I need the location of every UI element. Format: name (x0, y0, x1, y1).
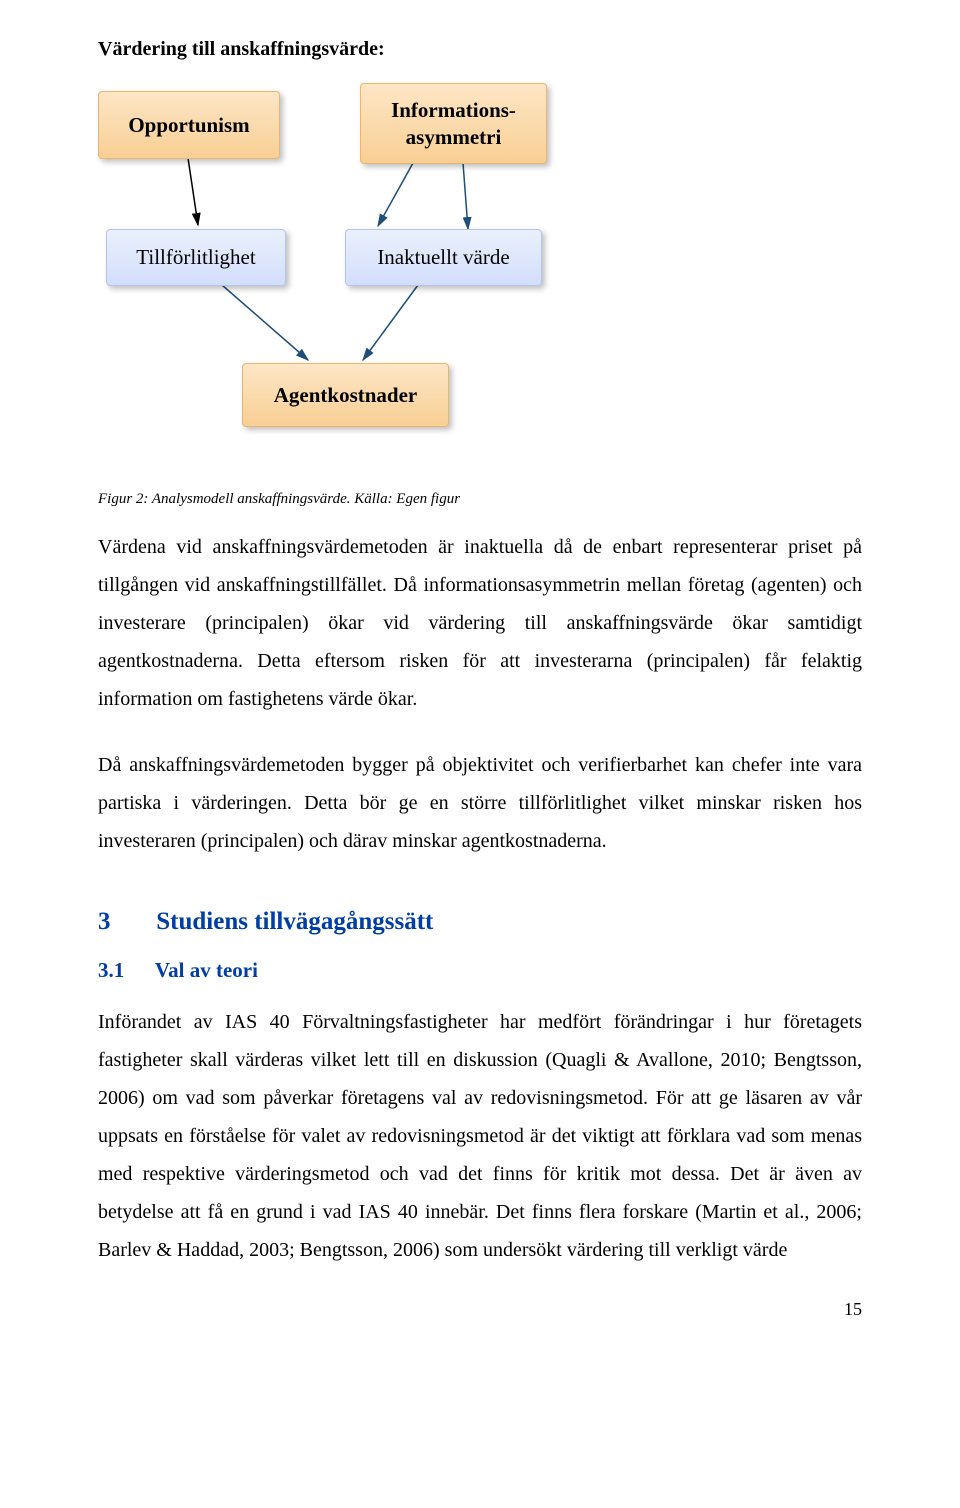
section-3-heading: 3 Studiens tillvägagångssätt (98, 908, 862, 936)
analysis-diagram: Opportunism Informations- asymmetri Tillfö… (98, 83, 862, 473)
body-paragraph-1: Värdena vid anskaffningsvärdemetoden är … (98, 528, 862, 718)
diagram-box-label-inaktuellt: Inaktuellt värde (371, 244, 515, 270)
diagram-box-info_asym: Informations- asymmetri (360, 83, 547, 164)
page-number: 15 (98, 1299, 862, 1320)
diagram-box-label-opportunism: Opportunism (122, 112, 255, 138)
diagram-box-reliability: Tillförlitlighet (106, 229, 286, 286)
section-3-number: 3 (98, 908, 150, 936)
section-3-title: Studiens tillvägagångssätt (156, 908, 433, 935)
page-title: Värdering till anskaffningsvärde: (98, 38, 862, 61)
section-3-1-heading: 3.1 Val av teori (98, 958, 862, 983)
diagram-box-label-agentcost: Agentkostnader (268, 382, 424, 408)
section-3-1-title: Val av teori (155, 958, 258, 982)
section-3-1-number: 3.1 (98, 958, 150, 983)
body-paragraph-3: Införandet av IAS 40 Förvaltningsfastigh… (98, 1003, 862, 1269)
diagram-box-label-reliability: Tillförlitlighet (130, 244, 261, 270)
diagram-box-opportunism: Opportunism (98, 91, 280, 159)
diagram-box-label-info_asym: Informations- asymmetri (385, 97, 522, 150)
figure-caption: Figur 2: Analysmodell anskaffningsvärde.… (98, 491, 862, 508)
diagram-box-agentcost: Agentkostnader (242, 363, 449, 427)
body-paragraph-2: Då anskaffningsvärdemetoden bygger på ob… (98, 746, 862, 860)
diagram-box-inaktuellt: Inaktuellt värde (345, 229, 542, 286)
